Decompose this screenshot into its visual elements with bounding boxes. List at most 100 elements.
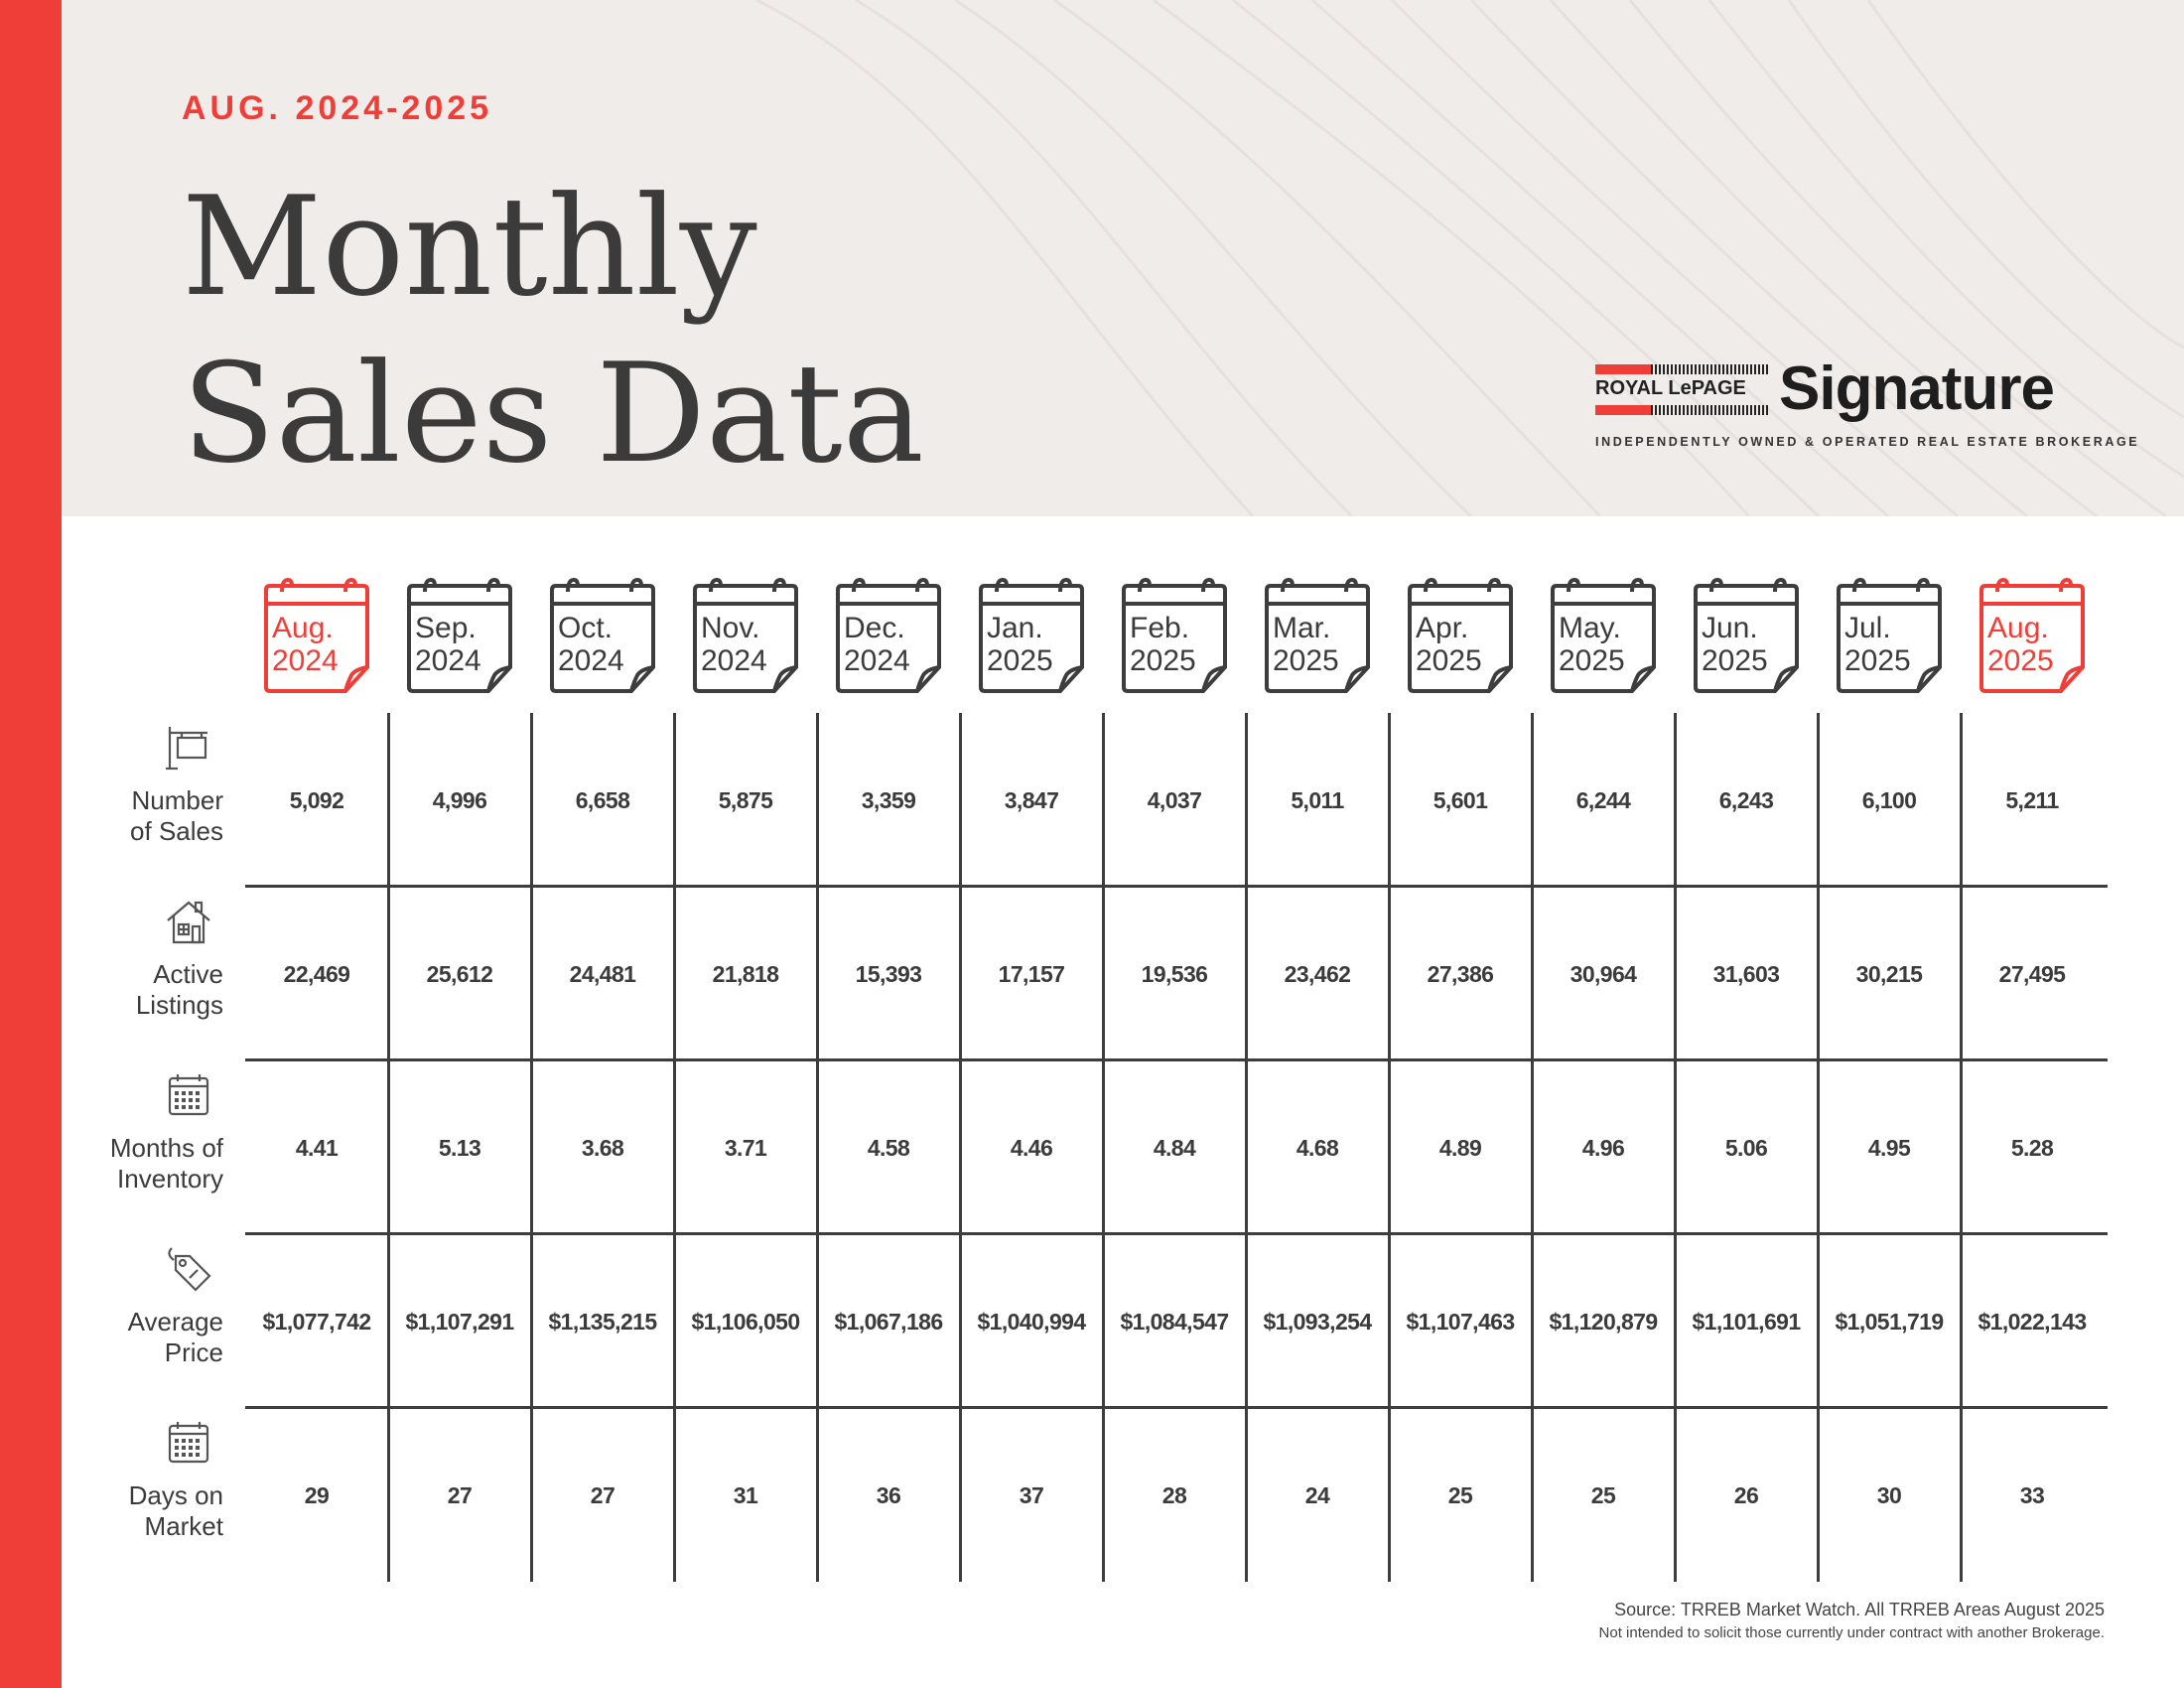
- month-name: Feb.: [1130, 612, 1190, 644]
- month-label: Aug. 2025: [1987, 612, 2054, 677]
- table-cell: $1,135,215: [548, 1309, 657, 1335]
- month-header: Apr. 2025: [1404, 576, 1517, 699]
- house-icon: [164, 897, 213, 946]
- date-range-eyebrow: AUG. 2024-2025: [182, 89, 493, 127]
- table-cell: $1,107,291: [405, 1309, 514, 1335]
- table-cell: $1,077,742: [262, 1309, 371, 1335]
- month-year: 2025: [1416, 644, 1482, 677]
- month-name: Aug.: [272, 612, 334, 644]
- month-header: Jun. 2025: [1690, 576, 1803, 699]
- month-year: 2024: [558, 644, 624, 677]
- logo-tagline: INDEPENDENTLY OWNED & OPERATED REAL ESTA…: [1595, 435, 2140, 449]
- table-cell: 4.46: [1010, 1135, 1053, 1161]
- logo-stripes-bottom: [1595, 405, 1768, 415]
- month-name: Jan.: [987, 612, 1043, 644]
- table-cell: 3,847: [1004, 787, 1059, 813]
- table-cell: 24: [1304, 1482, 1330, 1508]
- table-cell: 6,244: [1575, 787, 1631, 813]
- table-cell: 4.89: [1438, 1135, 1482, 1161]
- column-divider: [1102, 713, 1105, 1582]
- month-header: Jul. 2025: [1833, 576, 1946, 699]
- row-label: Days on Market: [69, 1480, 223, 1542]
- row-divider: [245, 1232, 2108, 1235]
- table-cell: 4.84: [1153, 1135, 1196, 1161]
- table-cell: 19,536: [1141, 961, 1208, 987]
- month-header: Sep. 2024: [403, 576, 516, 699]
- table-cell: 5,875: [718, 787, 773, 813]
- table-cell: 4,037: [1147, 787, 1202, 813]
- month-year: 2025: [1130, 644, 1196, 677]
- row-label: Average Price: [69, 1307, 223, 1368]
- logo-name: Signature: [1779, 354, 2055, 423]
- month-year: 2024: [415, 644, 481, 677]
- table-cell: $1,084,547: [1120, 1309, 1229, 1335]
- logo-red-bottom: [1595, 405, 1651, 415]
- column-divider: [530, 713, 533, 1582]
- row-label: Months of Inventory: [69, 1133, 223, 1195]
- row-label-line-1: Number: [131, 785, 223, 815]
- table-cell: $1,093,254: [1263, 1309, 1372, 1335]
- table-cell: 4.58: [867, 1135, 910, 1161]
- calendar-icon: [164, 1418, 213, 1468]
- table-cell: 33: [2019, 1482, 2045, 1508]
- row-divider: [245, 1406, 2108, 1409]
- month-label: Oct. 2024: [558, 612, 624, 677]
- month-label: Jun. 2025: [1702, 612, 1768, 677]
- column-divider: [1817, 713, 1820, 1582]
- table-cell: 27: [590, 1482, 615, 1508]
- month-year: 2024: [701, 644, 767, 677]
- month-name: Nov.: [701, 612, 760, 644]
- row-label-line-2: Market: [144, 1511, 223, 1541]
- table-cell: 6,243: [1718, 787, 1774, 813]
- month-label: May. 2025: [1559, 612, 1625, 677]
- month-header: Jan. 2025: [975, 576, 1088, 699]
- month-label: Jul. 2025: [1844, 612, 1911, 677]
- table-cell: 27,386: [1427, 961, 1494, 987]
- month-header: May. 2025: [1547, 576, 1660, 699]
- title-line-1: Monthly: [182, 167, 757, 327]
- table-cell: $1,051,719: [1835, 1309, 1944, 1335]
- month-name: Dec.: [844, 612, 905, 644]
- table-cell: 6,100: [1861, 787, 1917, 813]
- table-cell: 4.41: [295, 1135, 339, 1161]
- table-cell: 3,359: [861, 787, 916, 813]
- table-cell: 5.13: [438, 1135, 481, 1161]
- table-cell: 28: [1161, 1482, 1187, 1508]
- month-name: Mar.: [1273, 612, 1331, 644]
- brokerage-logo: ROYAL LePAGE Signature INDEPENDENTLY OWN…: [1595, 354, 2137, 457]
- month-name: Oct.: [558, 612, 614, 644]
- month-year: 2025: [1702, 644, 1768, 677]
- month-year: 2025: [987, 644, 1053, 677]
- title-line-2: Sales Data: [182, 334, 924, 493]
- month-name: Aug.: [1987, 612, 2049, 644]
- month-name: Jun.: [1702, 612, 1758, 644]
- table-cell: 30: [1876, 1482, 1902, 1508]
- month-name: Apr.: [1416, 612, 1469, 644]
- month-name: May.: [1559, 612, 1621, 644]
- table-cell: 29: [304, 1482, 330, 1508]
- table-cell: 27: [447, 1482, 473, 1508]
- month-label: Apr. 2025: [1416, 612, 1482, 677]
- table-cell: 23,462: [1284, 961, 1351, 987]
- table-cell: 15,393: [855, 961, 922, 987]
- column-divider: [673, 713, 676, 1582]
- table-cell: $1,040,994: [977, 1309, 1086, 1335]
- accent-bar: [0, 0, 62, 1688]
- row-label: Number of Sales: [69, 785, 223, 847]
- table-cell: 25: [1447, 1482, 1473, 1508]
- month-year: 2025: [1273, 644, 1339, 677]
- wave-pattern: [755, 0, 2184, 516]
- table-cell: 37: [1019, 1482, 1044, 1508]
- column-divider: [1388, 713, 1391, 1582]
- table-cell: 3.68: [581, 1135, 624, 1161]
- row-label-line-2: Listings: [135, 990, 223, 1020]
- logo-stripes-top: [1595, 364, 1768, 374]
- table-cell: 4,996: [432, 787, 487, 813]
- month-label: Sep. 2024: [415, 612, 481, 677]
- table-cell: 30,215: [1855, 961, 1923, 987]
- sale-sign-icon: [164, 723, 213, 773]
- logo-brand: ROYAL LePAGE: [1595, 377, 1746, 399]
- row-label-line-1: Months of: [109, 1133, 223, 1163]
- column-divider: [1674, 713, 1677, 1582]
- table-cell: 25,612: [426, 961, 493, 987]
